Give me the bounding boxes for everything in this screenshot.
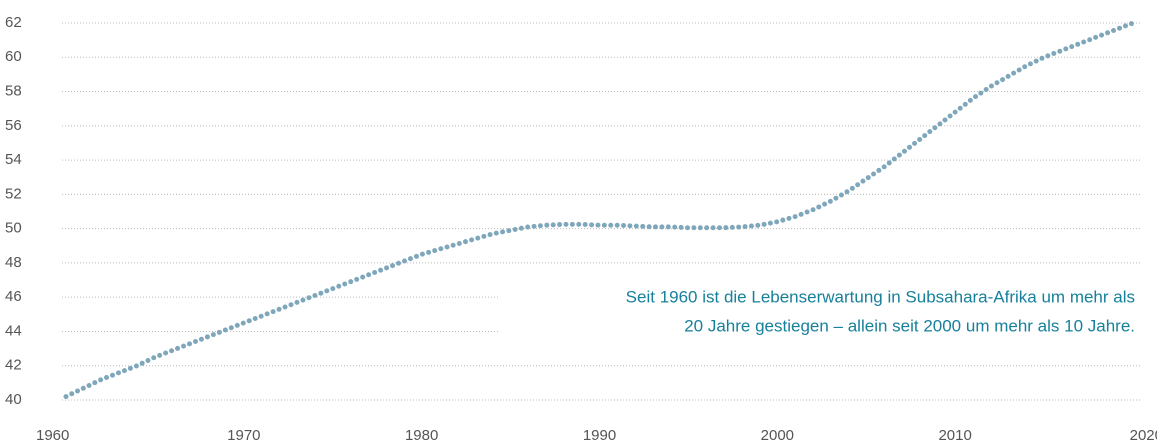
x-tick-label: 2010 [938,427,971,441]
y-tick-label: 60 [5,48,22,65]
annotation: Seit 1960 ist die Lebenserwartung in Sub… [626,287,1135,306]
y-tick-label: 62 [5,14,22,31]
x-tick-label: 1970 [227,427,260,441]
x-tick-label: 1990 [583,427,616,441]
y-tick-label: 52 [5,185,22,202]
y-tick-label: 48 [5,254,22,271]
y-tick-label: 40 [5,391,22,408]
y-tick-label: 58 [5,83,22,100]
line [63,20,1136,400]
y-tick-label: 46 [5,288,22,305]
y-tick-label: 54 [5,151,22,168]
y-tick-label: 50 [5,220,22,237]
x-tick-label: 2020 [1130,427,1157,441]
x-tick-label: 1960 [36,427,69,441]
y-tick-label: 44 [5,322,22,339]
annotation-background [500,282,1145,344]
y-tick-label: 56 [5,117,22,134]
y-tick-label: 42 [5,357,22,374]
plot [63,20,1136,400]
x-tick-label: 2000 [761,427,794,441]
annotation: 20 Jahre gestiegen – allein seit 2000 um… [684,316,1135,335]
x-tick-label: 1980 [405,427,438,441]
